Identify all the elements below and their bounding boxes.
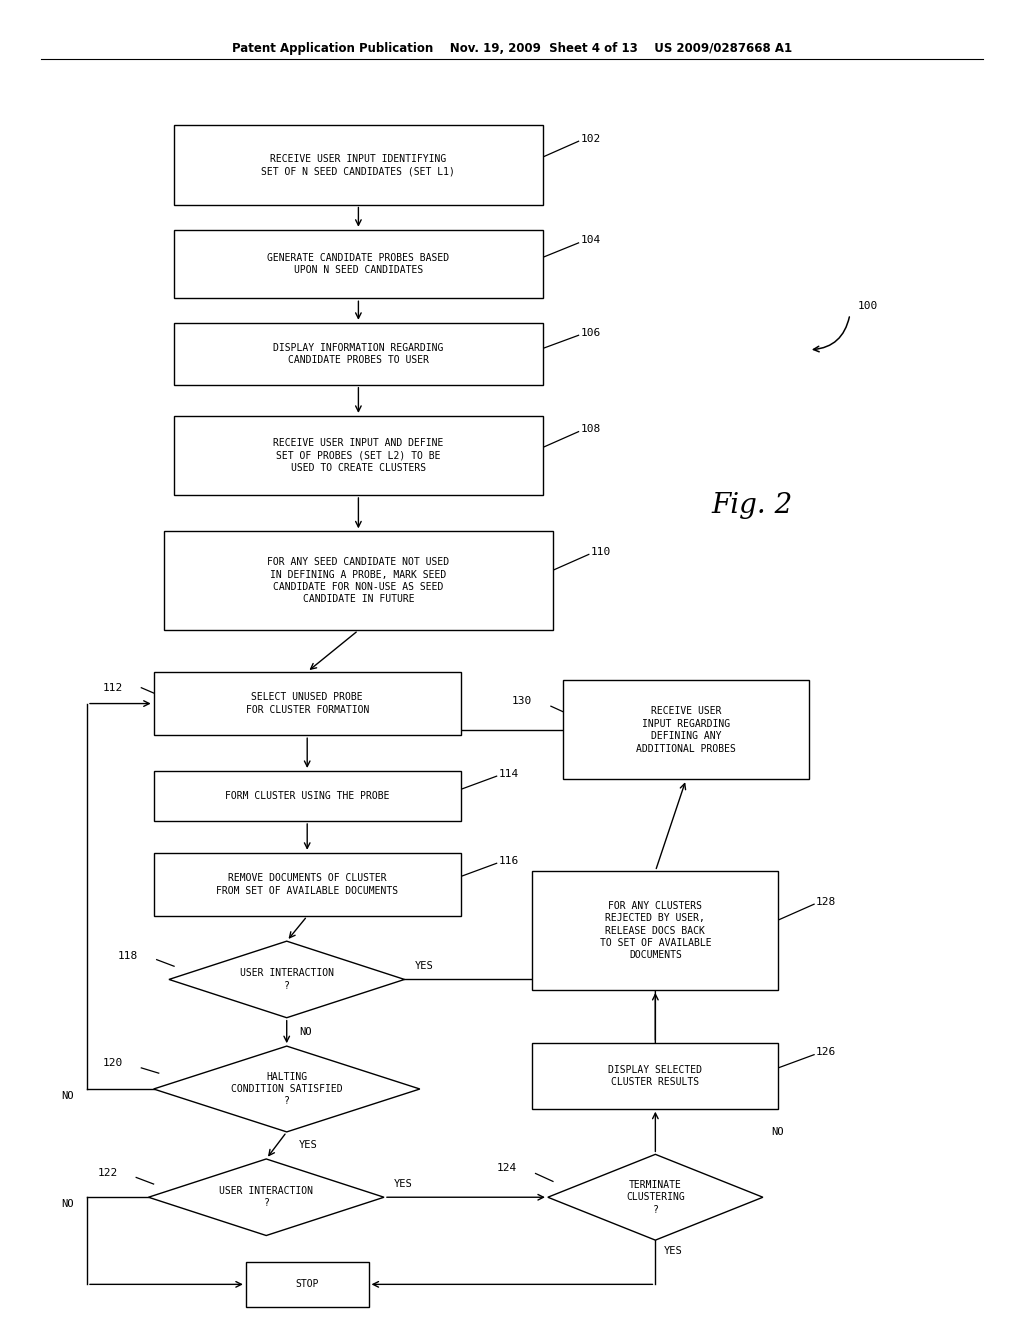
Polygon shape (148, 1159, 384, 1236)
Bar (174, 230, 543, 298)
Bar (164, 531, 553, 630)
Bar (532, 1043, 778, 1109)
Polygon shape (154, 1045, 420, 1133)
Text: YES: YES (299, 1140, 317, 1151)
Text: DISPLAY SELECTED
CLUSTER RESULTS: DISPLAY SELECTED CLUSTER RESULTS (608, 1065, 702, 1086)
Bar (154, 853, 461, 916)
Polygon shape (548, 1154, 763, 1241)
Text: FOR ANY SEED CANDIDATE NOT USED
IN DEFINING A PROBE, MARK SEED
CANDIDATE FOR NON: FOR ANY SEED CANDIDATE NOT USED IN DEFIN… (267, 557, 450, 605)
Text: 120: 120 (102, 1057, 123, 1068)
Bar (174, 125, 543, 205)
Text: 104: 104 (581, 235, 601, 246)
Text: RECEIVE USER
INPUT REGARDING
DEFINING ANY
ADDITIONAL PROBES: RECEIVE USER INPUT REGARDING DEFINING AN… (636, 706, 736, 754)
Bar (532, 871, 778, 990)
Text: RECEIVE USER INPUT AND DEFINE
SET OF PROBES (SET L2) TO BE
USED TO CREATE CLUSTE: RECEIVE USER INPUT AND DEFINE SET OF PRO… (273, 438, 443, 473)
Text: USER INTERACTION
?: USER INTERACTION ? (240, 969, 334, 990)
Text: NO: NO (299, 1027, 311, 1038)
Text: TERMINATE
CLUSTERING
?: TERMINATE CLUSTERING ? (626, 1180, 685, 1214)
Bar (563, 681, 809, 779)
Text: 128: 128 (816, 896, 837, 907)
Text: 118: 118 (118, 950, 138, 961)
Text: USER INTERACTION
?: USER INTERACTION ? (219, 1187, 313, 1208)
Text: 102: 102 (581, 133, 601, 144)
Bar (174, 416, 543, 495)
Text: FORM CLUSTER USING THE PROBE: FORM CLUSTER USING THE PROBE (225, 791, 389, 801)
Text: SELECT UNUSED PROBE
FOR CLUSTER FORMATION: SELECT UNUSED PROBE FOR CLUSTER FORMATIO… (246, 693, 369, 714)
Text: 106: 106 (581, 327, 601, 338)
Text: 130: 130 (512, 696, 532, 706)
Bar (154, 672, 461, 735)
Text: 116: 116 (499, 855, 519, 866)
Text: 114: 114 (499, 768, 519, 779)
Text: HALTING
CONDITION SATISFIED
?: HALTING CONDITION SATISFIED ? (230, 1072, 343, 1106)
Text: 122: 122 (97, 1168, 118, 1179)
Text: 126: 126 (816, 1047, 837, 1057)
Text: REMOVE DOCUMENTS OF CLUSTER
FROM SET OF AVAILABLE DOCUMENTS: REMOVE DOCUMENTS OF CLUSTER FROM SET OF … (216, 874, 398, 895)
Bar (174, 322, 543, 385)
Text: STOP: STOP (296, 1279, 318, 1290)
Text: Fig. 2: Fig. 2 (712, 492, 793, 519)
Polygon shape (169, 941, 404, 1018)
Text: GENERATE CANDIDATE PROBES BASED
UPON N SEED CANDIDATES: GENERATE CANDIDATE PROBES BASED UPON N S… (267, 253, 450, 275)
Text: 124: 124 (497, 1163, 517, 1173)
Text: FOR ANY CLUSTERS
REJECTED BY USER,
RELEASE DOCS BACK
TO SET OF AVAILABLE
DOCUMEN: FOR ANY CLUSTERS REJECTED BY USER, RELEA… (599, 900, 712, 961)
Text: 108: 108 (581, 424, 601, 434)
Bar (246, 1262, 369, 1307)
Text: NO: NO (771, 1126, 783, 1137)
Text: 110: 110 (591, 546, 611, 557)
Text: YES: YES (394, 1179, 413, 1189)
Text: NO: NO (61, 1199, 74, 1209)
Text: YES: YES (415, 961, 433, 972)
Text: YES: YES (664, 1246, 682, 1255)
Text: Patent Application Publication    Nov. 19, 2009  Sheet 4 of 13    US 2009/028766: Patent Application Publication Nov. 19, … (232, 42, 792, 55)
Bar (154, 771, 461, 821)
Text: 112: 112 (102, 682, 123, 693)
Text: 100: 100 (858, 301, 879, 312)
Text: RECEIVE USER INPUT IDENTIFYING
SET OF N SEED CANDIDATES (SET L1): RECEIVE USER INPUT IDENTIFYING SET OF N … (261, 154, 456, 176)
Text: NO: NO (61, 1090, 74, 1101)
Text: DISPLAY INFORMATION REGARDING
CANDIDATE PROBES TO USER: DISPLAY INFORMATION REGARDING CANDIDATE … (273, 343, 443, 364)
